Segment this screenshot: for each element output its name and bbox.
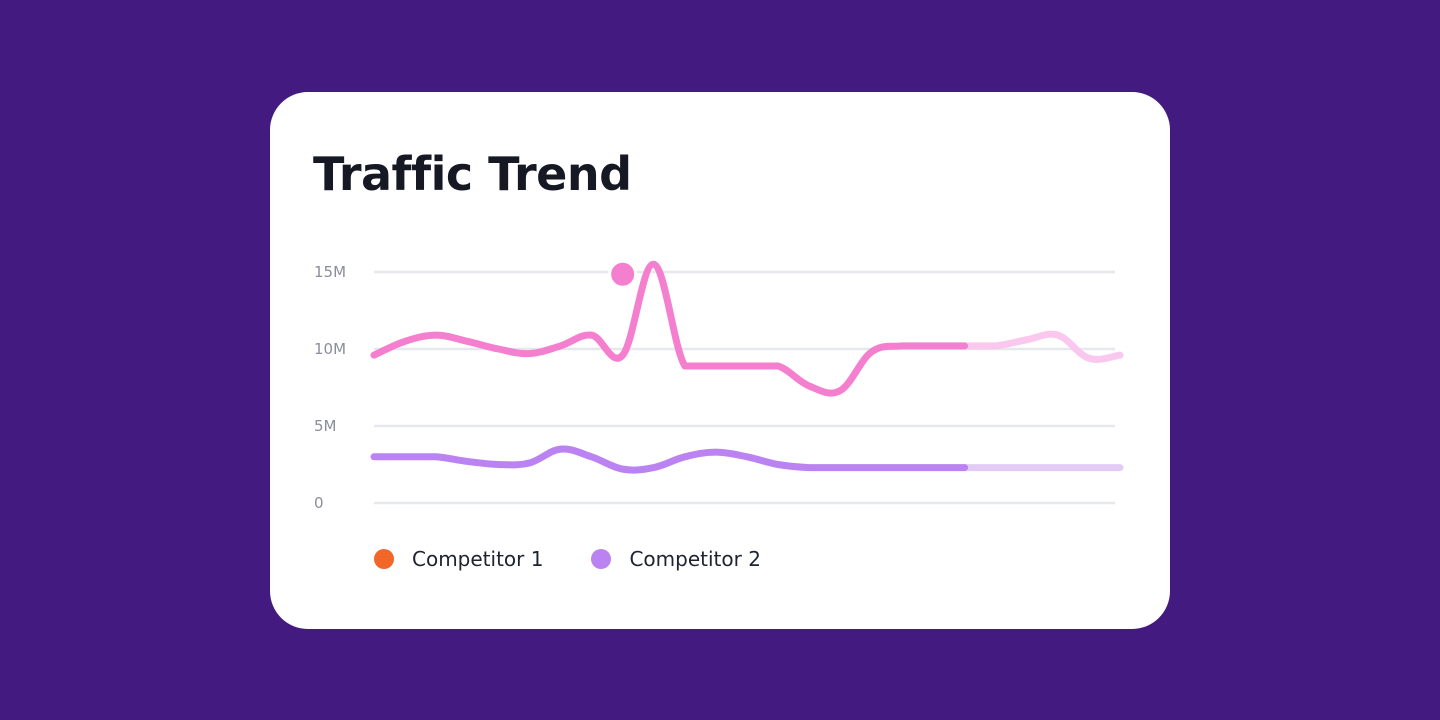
y-tick-label-1: 5M [314, 417, 337, 435]
series-line-projected-1 [961, 330, 1124, 363]
chart-title: Traffic Trend [313, 147, 632, 201]
legend-swatch-competitor-2 [591, 549, 612, 569]
y-tick-label-0: 0 [314, 494, 324, 512]
y-tick-label-2: 10M [314, 340, 346, 358]
legend-item-competitor-2[interactable]: Competitor 2 [591, 547, 761, 571]
chart-legend: Competitor 1 Competitor 2 [374, 544, 809, 574]
legend-label-competitor-1: Competitor 1 [412, 547, 544, 571]
chart-card: Traffic Trend 0 5M 10M 15M Competitor 1 Com… [270, 92, 1170, 629]
series-line-2 [370, 445, 969, 474]
legend-label-competitor-2: Competitor 2 [629, 547, 761, 571]
y-axis-ticks: 0 5M 10M 15M [314, 263, 346, 512]
series-line-1 [370, 260, 969, 397]
legend-item-competitor-1[interactable]: Competitor 1 [374, 547, 543, 571]
legend-swatch-competitor-1 [374, 549, 394, 569]
highlight-markers [608, 259, 638, 289]
peak-highlight-point[interactable] [608, 259, 638, 289]
traffic-line-chart: 0 5M 10M 15M [314, 259, 1124, 512]
y-tick-label-3: 15M [314, 263, 346, 281]
series-lines [370, 260, 1124, 474]
